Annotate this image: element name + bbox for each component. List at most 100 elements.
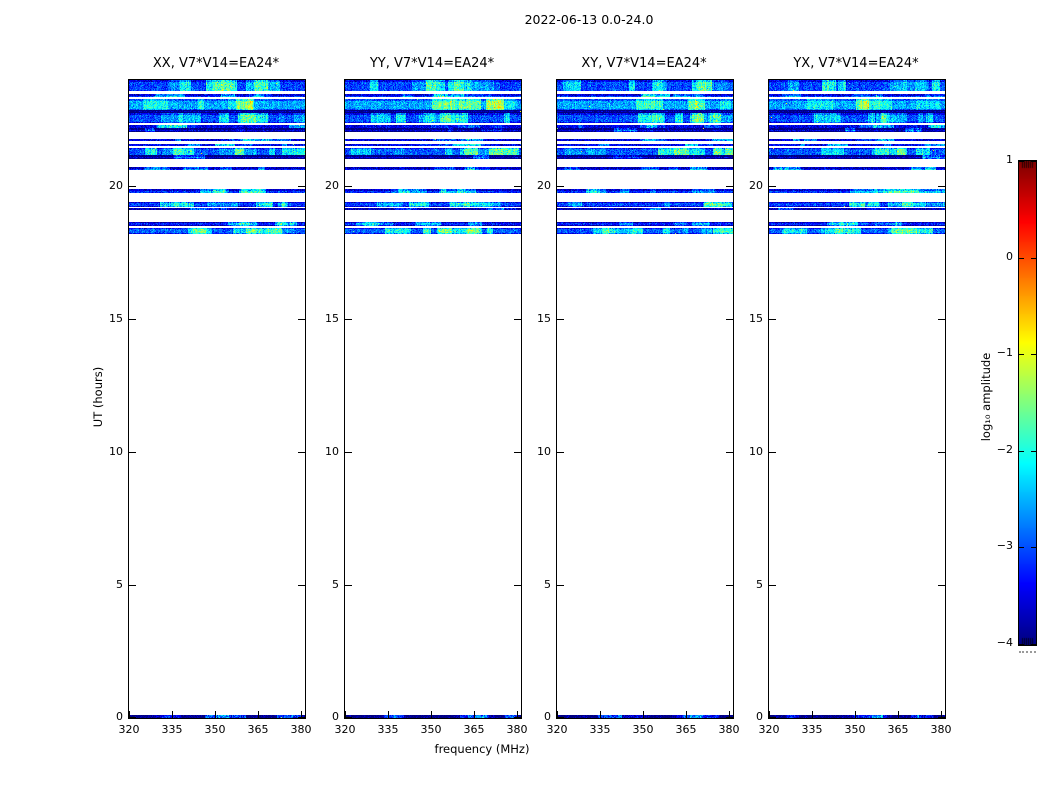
x-tick-label: 365 [247,723,269,736]
y-axis-label: UT (hours) [91,366,105,428]
x-tick-mark [729,711,730,718]
colorbar-underflow-dots [1019,651,1036,653]
y-tick-mark [726,585,733,586]
y-tick-label: 0 [332,710,339,723]
x-tick-label: 335 [377,723,399,736]
colorbar-tick-label: −3 [996,539,1013,552]
x-tick-label: 350 [420,723,442,736]
y-tick-mark [129,452,136,453]
y-tick-mark [345,186,352,187]
y-tick-mark [769,585,776,586]
y-tick-mark [345,452,352,453]
y-tick-mark [129,319,136,320]
y-tick-mark [298,452,305,453]
x-tick-mark [812,711,813,718]
x-axis-label: frequency (MHz) [434,742,530,756]
y-tick-label: 20 [537,179,551,192]
colorbar-tick-mark [1019,644,1024,645]
x-tick-mark [600,711,601,718]
colorbar-tick-label: −4 [996,636,1013,649]
y-tick-label: 20 [109,179,123,192]
y-tick-label: 5 [756,578,763,591]
y-tick-label: 20 [749,179,763,192]
colorbar-tick-label: −2 [996,443,1013,456]
x-tick-mark [431,711,432,718]
y-tick-label: 15 [537,312,551,325]
y-tick-label: 20 [325,179,339,192]
colorbar-label: log₁₀ amplitude [979,352,993,442]
x-tick-mark [129,711,130,718]
colorbar-tick-mark [1031,644,1036,645]
x-tick-mark [301,711,302,718]
colorbar-tick-mark [1031,451,1036,452]
y-tick-mark [769,452,776,453]
x-tick-label: 320 [334,723,356,736]
x-tick-label: 320 [546,723,568,736]
y-tick-mark [298,186,305,187]
y-tick-mark [345,717,352,718]
y-tick-label: 15 [325,312,339,325]
y-tick-mark [769,186,776,187]
colorbar-tick-mark [1019,161,1024,162]
y-tick-mark [514,452,521,453]
y-tick-label: 0 [544,710,551,723]
x-tick-label: 335 [801,723,823,736]
x-tick-label: 365 [463,723,485,736]
x-tick-label: 365 [887,723,909,736]
y-tick-label: 0 [116,710,123,723]
y-tick-mark [557,585,564,586]
x-tick-label: 320 [758,723,780,736]
x-tick-mark [345,711,346,718]
y-tick-mark [726,452,733,453]
colorbar-tick-mark [1019,354,1024,355]
colorbar-tick-mark [1031,547,1036,548]
x-tick-mark [172,711,173,718]
spectrogram-panel-xx [128,79,306,719]
y-tick-mark [345,319,352,320]
y-tick-label: 5 [332,578,339,591]
colorbar [1018,160,1037,646]
x-tick-label: 350 [204,723,226,736]
x-tick-mark [686,711,687,718]
x-tick-mark [898,711,899,718]
spectrogram-canvas [769,80,945,718]
x-tick-mark [388,711,389,718]
y-tick-mark [726,319,733,320]
y-tick-mark [769,319,776,320]
y-tick-mark [129,717,136,718]
panel-title-xy: XY, V7*V14=EA24* [581,56,707,71]
x-tick-label: 365 [675,723,697,736]
spectrogram-panel-xy [556,79,734,719]
y-tick-mark [726,186,733,187]
panel-title-yx: YX, V7*V14=EA24* [793,56,919,71]
y-tick-label: 5 [116,578,123,591]
y-tick-mark [557,186,564,187]
colorbar-tick-mark [1019,258,1024,259]
x-tick-label: 320 [118,723,140,736]
colorbar-tick-label: −1 [996,346,1013,359]
colorbar-tick-mark [1019,547,1024,548]
y-tick-label: 15 [109,312,123,325]
y-tick-mark [129,186,136,187]
y-tick-mark [769,717,776,718]
y-tick-mark [345,585,352,586]
y-tick-mark [557,319,564,320]
y-tick-mark [298,585,305,586]
x-tick-label: 335 [161,723,183,736]
y-tick-mark [938,585,945,586]
x-tick-label: 380 [290,723,312,736]
y-tick-label: 10 [109,445,123,458]
y-tick-label: 10 [325,445,339,458]
panel-title-xx: XX, V7*V14=EA24* [152,56,280,71]
x-tick-mark [474,711,475,718]
colorbar-tick-label: 0 [1006,250,1013,263]
y-tick-label: 10 [537,445,551,458]
x-tick-mark [941,711,942,718]
y-tick-mark [514,319,521,320]
colorbar-tick-mark [1019,451,1024,452]
colorbar-tick-mark [1031,161,1036,162]
panel-title-yy: YY, V7*V14=EA24* [369,56,495,71]
colorbar-tick-mark [1031,258,1036,259]
y-tick-mark [557,452,564,453]
